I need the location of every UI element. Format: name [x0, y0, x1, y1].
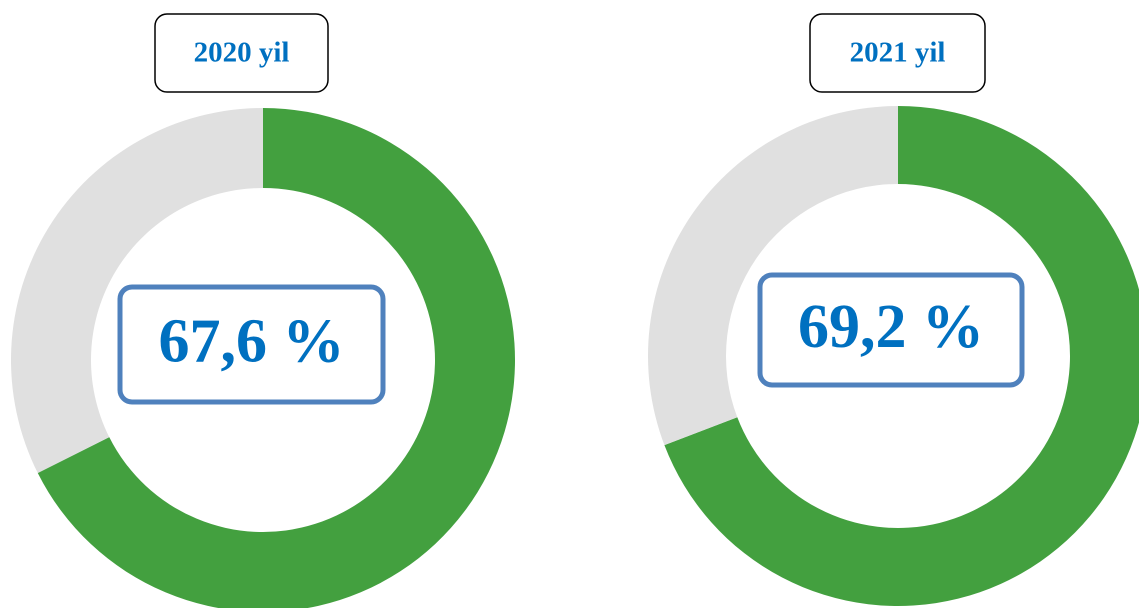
donut-segment: [647, 106, 898, 446]
donut-segment: [10, 108, 263, 473]
title-box: [154, 13, 329, 93]
value-box: [117, 284, 386, 405]
value-box: [757, 272, 1025, 388]
donut-segment: [664, 106, 1139, 606]
value-label: 67,6 %: [159, 308, 345, 376]
value-label: 69,2 %: [798, 293, 984, 361]
chart-title: 2020 yil: [194, 37, 290, 69]
donut-segment: [37, 108, 515, 608]
title-box: [809, 13, 986, 93]
chart-title: 2021 yil: [850, 37, 946, 69]
